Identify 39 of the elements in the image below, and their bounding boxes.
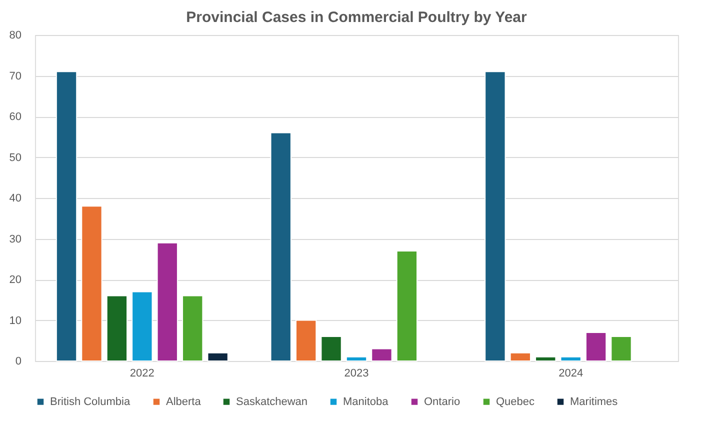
y-tick-label: 20 [9,274,22,286]
bar [132,291,153,362]
y-tick-label: 40 [9,192,22,204]
bar [295,320,317,362]
chart-title: Provincial Cases in Commercial Poultry by Year [186,9,528,26]
bar [510,352,531,362]
x-tick-label: 2023 [344,368,369,380]
bar [610,336,632,362]
bar [585,332,607,362]
y-tick-label: 0 [15,356,22,368]
x-tick-label: 2024 [558,368,584,380]
bar [207,352,228,362]
legend-label: Ontario [424,396,460,408]
legend-label: Manitoba [343,396,390,408]
y-tick-label: 60 [9,111,22,123]
bar [396,250,418,362]
y-tick-label: 80 [9,30,22,42]
bar [560,356,582,362]
bar [56,71,78,362]
legend-label: Alberta [166,396,202,408]
bar [535,356,556,362]
legend-label: Quebec [496,396,536,408]
y-tick-label: 50 [9,152,22,164]
bar [270,132,292,362]
y-tick-label: 30 [9,233,22,246]
bar [346,356,368,362]
legend-label: British Columbia [50,396,131,408]
bar [484,71,506,362]
bar [320,336,342,362]
x-tick-label: 2022 [130,368,154,380]
bar [81,206,102,362]
bar [371,348,392,362]
bar [106,295,128,362]
bar [156,242,178,362]
bar [182,295,204,362]
y-tick-label: 10 [9,314,22,327]
legend-label: Saskatchewan [236,396,308,408]
y-tick-label: 70 [9,70,22,82]
legend-label: Maritimes [570,396,618,408]
